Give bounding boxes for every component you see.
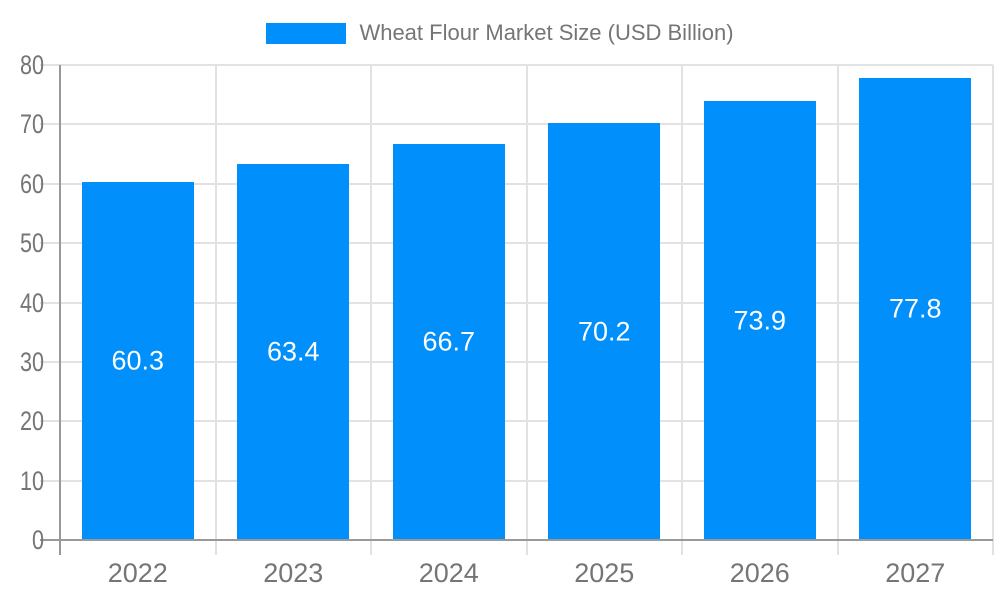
x-axis-tick-label: 2026 [729, 558, 790, 588]
x-axis-tick-label: 2024 [418, 558, 479, 588]
v-gridline [214, 65, 217, 555]
bar[interactable]: 73.9 [703, 101, 816, 540]
bar[interactable]: 70.2 [548, 123, 661, 540]
chart-legend[interactable]: Wheat Flour Market Size (USD Billion) [0, 20, 1000, 46]
legend-swatch[interactable] [266, 22, 347, 44]
bar[interactable]: 60.3 [81, 181, 194, 540]
h-gridline [40, 479, 993, 482]
x-axis-tick-label: 2023 [263, 558, 324, 588]
h-gridline [40, 123, 993, 126]
y-axis-line [59, 65, 61, 555]
h-gridline [40, 182, 993, 185]
v-gridline [370, 65, 372, 555]
bar[interactable]: 77.8 [859, 78, 972, 540]
h-gridline [40, 64, 993, 66]
v-gridline [836, 65, 839, 555]
bar[interactable]: 63.4 [237, 163, 350, 540]
y-axis-tick-label: 10 [19, 465, 44, 496]
legend-label[interactable]: Wheat Flour Market Size (USD Billion) [359, 20, 734, 45]
y-axis-tick-label: 70 [19, 109, 44, 140]
h-gridline [40, 242, 993, 245]
y-axis-tick-label: 0 [31, 525, 44, 555]
v-gridline [681, 65, 683, 555]
x-axis-tick-label: 2025 [574, 558, 635, 588]
bar-value-label: 77.8 [888, 293, 942, 324]
x-axis-tick-label: 2027 [885, 558, 946, 588]
bar-value-label: 60.3 [111, 345, 165, 376]
bar[interactable]: 66.7 [392, 143, 505, 540]
y-axis-tick-label: 60 [19, 168, 44, 199]
h-gridline [40, 301, 993, 304]
y-axis-tick-label: 80 [19, 50, 44, 80]
bar-value-label: 63.4 [266, 336, 320, 367]
bar-value-label: 70.2 [577, 316, 631, 347]
v-gridline [992, 65, 994, 555]
x-axis-line [40, 539, 993, 541]
h-gridline [40, 420, 993, 423]
y-axis-tick-label: 30 [19, 346, 44, 377]
bar-value-label: 73.9 [733, 305, 787, 336]
y-axis-tick-label: 20 [19, 406, 44, 437]
y-axis-tick-label: 50 [19, 228, 44, 259]
y-axis-tick-label: 40 [19, 287, 44, 318]
bar-value-label: 66.7 [422, 326, 476, 357]
x-axis-tick-label: 2022 [107, 558, 168, 588]
h-gridline [40, 360, 993, 363]
v-gridline [525, 65, 528, 555]
